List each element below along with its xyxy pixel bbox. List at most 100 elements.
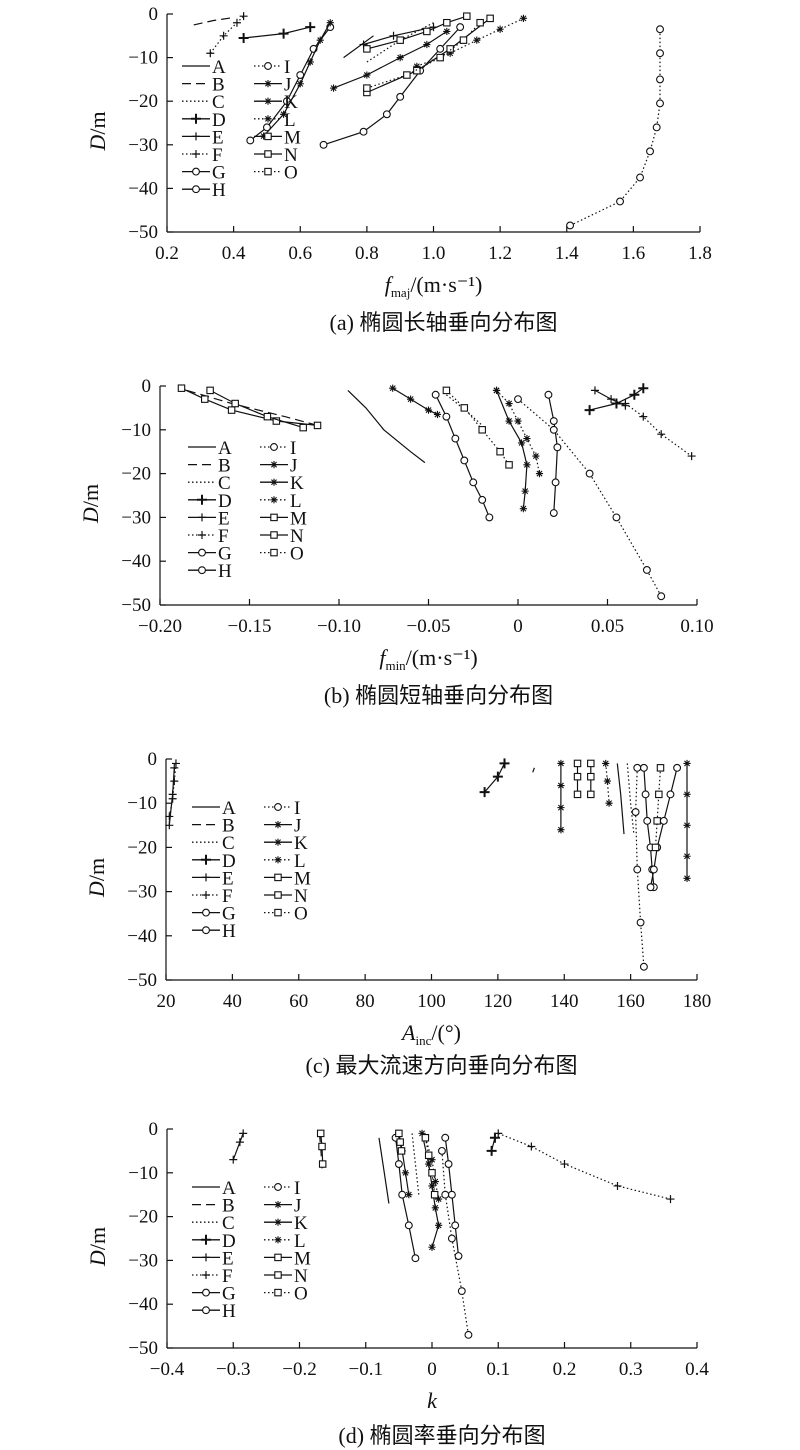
- data-point: [441, 1133, 450, 1142]
- series-O: [421, 1134, 439, 1199]
- series-C: [366, 22, 434, 63]
- legend-label: N: [284, 145, 298, 166]
- series-M: [395, 1129, 406, 1155]
- data-point: [549, 509, 558, 517]
- data-point: [560, 1160, 569, 1169]
- legend-label: B: [222, 816, 235, 837]
- series-O: [442, 386, 513, 469]
- data-point: [649, 865, 658, 874]
- legend-label: O: [294, 1284, 308, 1305]
- x-axis-subscript: inc: [416, 1033, 432, 1048]
- x-tick-label: 0.4: [685, 1359, 709, 1380]
- data-point: [407, 395, 415, 403]
- data-point: [587, 772, 595, 781]
- data-point: [446, 45, 454, 53]
- data-point: [636, 173, 644, 182]
- x-axis-subscript: min: [385, 658, 406, 673]
- series-F: [621, 399, 696, 461]
- y-tick-label: −30: [127, 882, 157, 903]
- data-point: [496, 25, 504, 33]
- data-point: [683, 759, 691, 768]
- series-J: [683, 759, 691, 882]
- series-line: [411, 1133, 420, 1195]
- x-tick-label: 80: [356, 991, 375, 1012]
- data-point: [612, 513, 621, 522]
- data-point: [279, 110, 288, 118]
- y-tick-label: −20: [127, 837, 157, 858]
- series-line: [343, 35, 374, 59]
- data-point: [602, 759, 610, 768]
- x-axis-symbol: f: [379, 645, 388, 670]
- data-point: [655, 790, 663, 799]
- series-J: [418, 1129, 443, 1251]
- x-tick-label: 20: [157, 991, 176, 1012]
- series-line: [395, 1137, 416, 1259]
- legend-marker: [270, 443, 278, 451]
- legend-marker: [202, 1253, 210, 1262]
- y-tick-label: −30: [121, 507, 151, 528]
- data-point: [235, 1138, 244, 1147]
- x-axis-subscript: maj: [391, 285, 411, 300]
- data-point: [359, 127, 368, 136]
- data-point: [239, 12, 248, 21]
- data-point: [363, 71, 371, 79]
- data-point: [170, 777, 179, 786]
- legend-label: J: [294, 1196, 301, 1217]
- legend-marker: [202, 1271, 210, 1279]
- legend-label: B: [212, 75, 225, 96]
- legend-marker: [197, 494, 207, 505]
- data-point: [643, 816, 652, 825]
- legend-label: D: [222, 851, 236, 872]
- legend-marker: [274, 1183, 282, 1191]
- series-M: [363, 14, 494, 97]
- data-point: [492, 386, 501, 394]
- legend-marker: [274, 1218, 282, 1226]
- data-point: [262, 123, 271, 132]
- legend-marker: [264, 97, 272, 105]
- series-L: [492, 386, 544, 478]
- data-point: [557, 804, 565, 812]
- data-point: [316, 36, 324, 44]
- data-point: [587, 759, 595, 768]
- data-point: [659, 816, 668, 825]
- data-point: [573, 772, 582, 781]
- series-O: [651, 764, 665, 852]
- series-H: [544, 390, 562, 517]
- legend-label: N: [290, 526, 304, 547]
- data-point: [687, 452, 696, 461]
- legend-marker: [202, 908, 210, 917]
- data-point: [494, 1129, 503, 1138]
- legend-marker: [270, 548, 278, 557]
- legend-label: A: [212, 57, 226, 78]
- data-point: [442, 386, 451, 395]
- legend-label: F: [222, 886, 233, 907]
- data-point: [553, 443, 562, 452]
- legend-label: A: [218, 438, 232, 459]
- chart-caption: (b) 椭圆短轴垂向分布图: [324, 683, 553, 708]
- data-point: [478, 426, 486, 434]
- data-point: [451, 1221, 460, 1230]
- x-tick-label: 0.8: [355, 243, 379, 264]
- series-line: [424, 1137, 436, 1195]
- data-point: [656, 99, 664, 108]
- series-line: [366, 22, 481, 89]
- y-axis-symbol: D: [85, 1250, 110, 1267]
- data-point: [557, 759, 565, 768]
- series-F: [494, 1129, 675, 1204]
- x-tick-label: −0.1: [349, 1359, 383, 1380]
- data-point: [219, 31, 228, 40]
- data-point: [447, 1190, 456, 1199]
- data-point: [505, 399, 513, 408]
- data-point: [451, 434, 460, 443]
- x-axis-unit: /(°): [431, 1020, 461, 1045]
- series-N: [363, 12, 471, 53]
- data-point: [403, 71, 411, 79]
- y-tick-label: −50: [121, 595, 151, 616]
- data-point: [633, 865, 642, 874]
- series-G: [246, 23, 335, 145]
- legend-label: D: [212, 110, 226, 131]
- legend-marker: [202, 891, 210, 899]
- legend-marker: [202, 926, 210, 935]
